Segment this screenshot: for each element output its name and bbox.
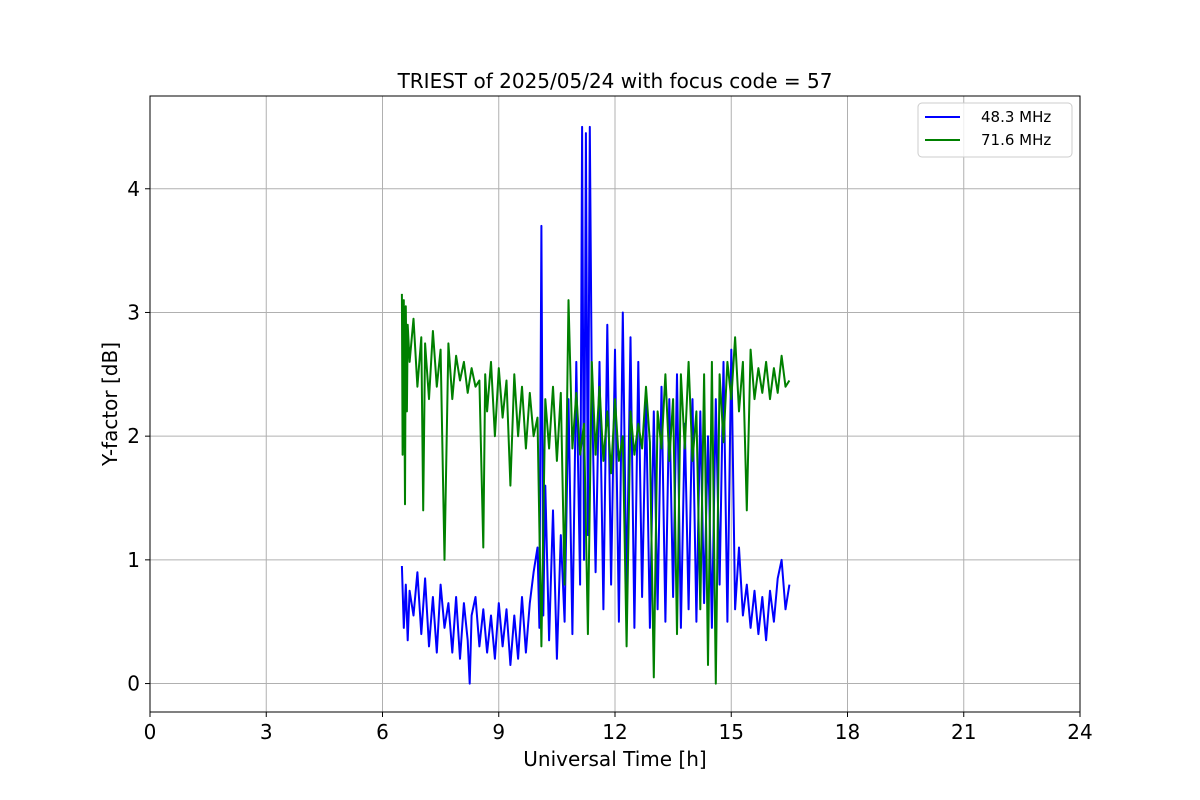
x-tick-label: 21 (951, 720, 976, 744)
x-tick-label: 24 (1067, 720, 1092, 744)
y-tick-label: 3 (127, 300, 140, 324)
series-line-71-6-mhz (400, 293, 791, 685)
y-axis-label: Y-factor [dB] (98, 342, 122, 467)
y-tick-label: 0 (127, 672, 140, 696)
legend-label-71-6-mhz: 71.6 MHz (981, 131, 1051, 149)
x-tick-label: 0 (144, 720, 157, 744)
y-axis: 0 1 2 3 4 (127, 177, 150, 696)
x-tick-label: 6 (376, 720, 389, 744)
x-tick-label: 9 (492, 720, 505, 744)
y-tick-label: 4 (127, 177, 140, 201)
legend-label-48-3-mhz: 48.3 MHz (981, 108, 1051, 126)
legend: 48.3 MHz 71.6 MHz (917, 102, 1073, 158)
x-axis-label: Universal Time [h] (523, 747, 706, 771)
chart-title: TRIEST of 2025/05/24 with focus code = 5… (397, 69, 833, 93)
y-tick-label: 1 (127, 548, 140, 572)
x-tick-label: 3 (260, 720, 273, 744)
series-layer (400, 125, 791, 685)
x-tick-label: 18 (835, 720, 860, 744)
x-tick-label: 12 (602, 720, 627, 744)
x-tick-label: 15 (719, 720, 744, 744)
x-axis: 0 3 6 9 12 15 18 21 24 (144, 712, 1093, 744)
series-line-48-3-mhz (400, 125, 791, 685)
y-tick-label: 2 (127, 424, 140, 448)
